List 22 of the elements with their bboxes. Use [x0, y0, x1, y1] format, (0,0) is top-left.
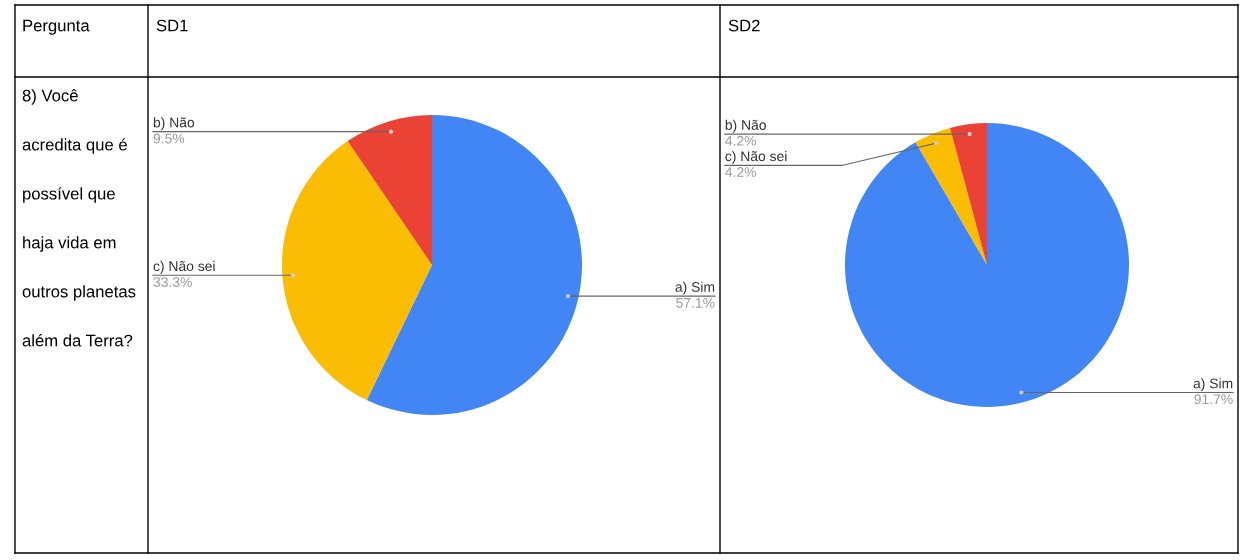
data-label: 4.2%	[725, 135, 756, 146]
data-label: 57.1%	[676, 298, 715, 308]
slice-label: c) Não sei	[725, 150, 787, 164]
pie-slice	[366, 115, 582, 415]
slice-label: a) Sim	[1193, 378, 1233, 392]
slice-label: b) Não	[725, 119, 766, 133]
chart-title: SD1	[156, 19, 188, 32]
chart-title: SD2	[728, 19, 760, 32]
pie-slice	[915, 127, 987, 265]
pie-slice	[845, 123, 1129, 407]
text: Pergunta	[23, 19, 90, 35]
pie-slice	[950, 123, 987, 265]
data-label: 33.3%	[153, 277, 192, 287]
data-label: 4.2%	[725, 167, 756, 177]
data-label: 91.7%	[1194, 394, 1233, 405]
pie-slice	[347, 115, 432, 265]
data-label: 9.5%	[153, 133, 185, 144]
pie-slice	[282, 140, 432, 401]
text: 8) Você acredita que é possível que haja vida em outros planetas além da Terra?	[22, 89, 136, 347]
slice-label: b) Não	[153, 117, 195, 131]
slice-label: c) Não sei	[153, 260, 215, 274]
slice-label: a) Sim	[675, 281, 715, 295]
